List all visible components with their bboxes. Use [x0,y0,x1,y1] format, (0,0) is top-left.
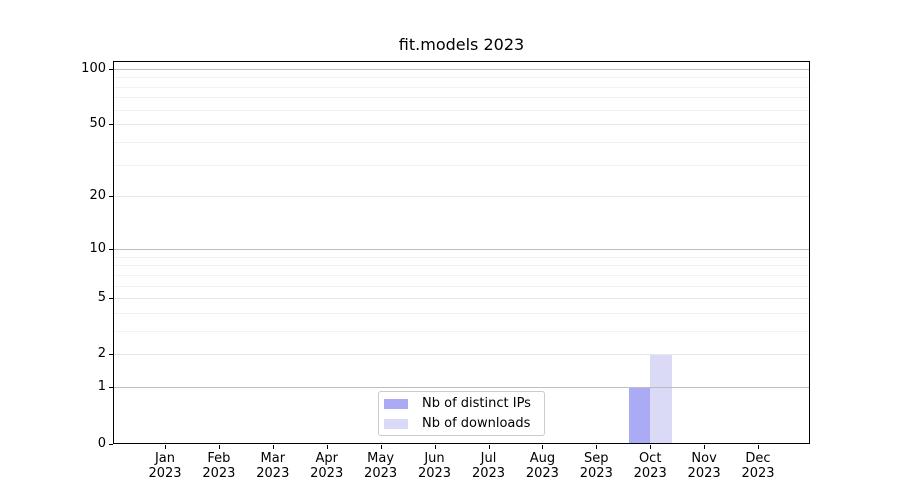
gridline-y-60 [113,109,810,111]
x-tick-mark-jun [434,444,436,449]
x-tick-mark-feb [218,444,220,449]
gridline-y-4 [113,312,810,314]
x-tick-label-feb: Feb 2023 [202,451,236,481]
x-tick-mark-mar [272,444,274,449]
legend: Nb of distinct IPs Nb of downloads [378,391,545,436]
gridline-y-10 [113,248,810,250]
x-tick-label-dec: Dec 2023 [741,451,775,481]
gridline-y-6 [113,285,810,287]
y-tick-label-100: 100 [81,60,106,76]
x-tick-mark-sep [596,444,598,449]
x-tick-mark-aug [542,444,544,449]
gridline-y-7 [113,274,810,276]
legend-entry: Nb of downloads [384,414,544,434]
y-tick-label-50: 50 [89,116,106,132]
plot-frame [113,61,810,444]
y-tick-label-10: 10 [89,240,106,256]
y-tick-label-2: 2 [97,346,106,362]
y-tick-label-20: 20 [89,188,106,204]
x-tick-mark-apr [326,444,328,449]
x-tick-mark-oct [650,444,652,449]
y-tick-mark-100 [109,68,113,70]
gridline-y-3 [113,330,810,332]
legend-swatch-icon [384,398,408,409]
legend-label: Nb of downloads [422,416,531,431]
gridline-y-1 [113,387,810,389]
x-tick-mark-nov [704,444,706,449]
x-tick-label-apr: Apr 2023 [310,451,344,481]
bar-oct-nb-of-downloads [650,354,672,444]
x-tick-label-mar: Mar 2023 [256,451,290,481]
gridline-y-40 [113,141,810,143]
x-tick-label-jul: Jul 2023 [471,451,506,481]
gridline-y-8 [113,265,810,266]
legend-swatch-icon [384,418,408,429]
gridline-y-5 [113,298,810,299]
y-tick-mark-0 [109,443,113,445]
y-tick-mark-5 [109,298,113,299]
x-tick-mark-jan [165,444,166,449]
y-tick-label-1: 1 [97,379,106,395]
bar-oct-nb-of-distinct-ips [628,387,651,444]
gridline-y-50 [113,124,810,126]
x-tick-label-jan: Jan 2023 [148,451,182,481]
gridline-y-30 [113,164,810,166]
gridline-y-80 [113,86,810,88]
y-tick-mark-1 [109,387,113,389]
gridline-y-70 [113,97,810,99]
x-tick-mark-dec [758,444,759,449]
legend-entry: Nb of distinct IPs [384,394,544,414]
gridline-y-100 [113,68,810,70]
gridline-y-9 [113,256,810,258]
x-tick-label-aug: Aug 2023 [525,451,559,481]
y-tick-mark-10 [109,248,113,250]
y-tick-label-5: 5 [97,290,106,305]
x-tick-mark-may [380,444,382,449]
x-tick-label-sep: Sep 2023 [579,451,613,481]
gridline-y-20 [113,196,810,198]
gridline-y-90 [113,77,810,79]
y-tick-mark-2 [109,354,113,356]
gridline-y-2 [113,354,810,356]
x-tick-label-oct: Oct 2023 [633,451,667,481]
y-tick-label-0: 0 [97,435,106,451]
x-tick-mark-jul [488,444,490,449]
chart-title: fit.models 2023 [398,35,525,54]
y-tick-mark-20 [109,196,113,198]
x-tick-label-jun: Jun 2023 [417,451,452,481]
legend-label: Nb of distinct IPs [422,396,531,411]
x-tick-label-may: May 2023 [364,451,398,481]
x-tick-label-nov: Nov 2023 [687,451,721,481]
y-tick-mark-50 [109,124,113,126]
